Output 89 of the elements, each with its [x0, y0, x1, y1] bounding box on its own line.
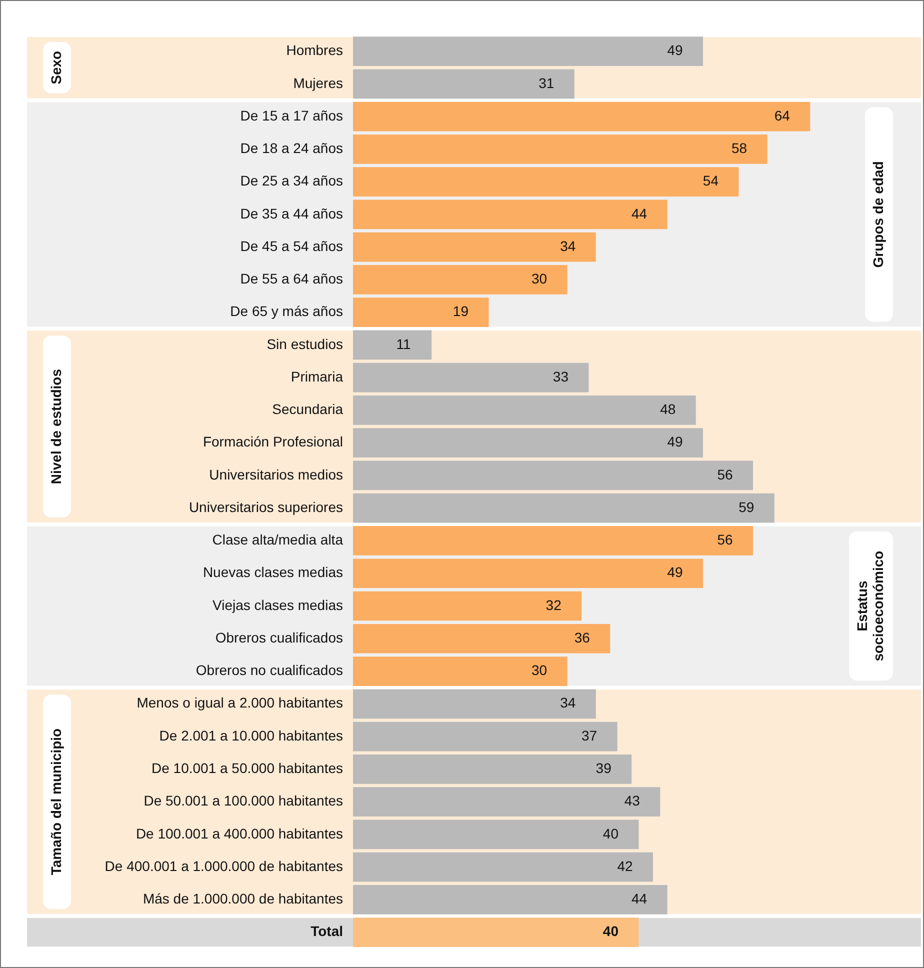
y-tick-label: Hombres — [286, 42, 343, 58]
data-label: 30 — [531, 270, 548, 287]
bar — [353, 918, 639, 947]
data-label: 58 — [731, 140, 748, 156]
y-tick-label: De 35 a 44 años — [240, 205, 343, 222]
bar — [353, 102, 810, 132]
data-label: 37 — [581, 727, 598, 744]
bar — [353, 232, 596, 262]
data-label: 44 — [631, 890, 648, 907]
data-label: 34 — [560, 238, 576, 254]
bar — [353, 167, 739, 197]
y-tick-label: De 55 a 64 años — [240, 270, 343, 287]
bar — [353, 884, 668, 914]
y-tick-label: Más de 1.000.000 de habitantes — [142, 890, 343, 907]
bar — [353, 526, 753, 556]
y-tick-label: De 15 a 17 años — [240, 107, 343, 124]
data-label: 40 — [602, 923, 619, 940]
band-label: Estatus socioeconómico — [854, 550, 886, 662]
bar — [353, 330, 432, 360]
data-label: 36 — [574, 629, 590, 646]
y-tick-label: Universitarios superiores — [188, 498, 343, 515]
band-label: Tamaño del municipio — [48, 728, 64, 876]
y-tick-label: Total — [310, 923, 343, 940]
y-tick-label: Clase alta/media alta — [212, 532, 344, 548]
y-tick-label: De 100.001 a 400.000 habitantes — [136, 825, 343, 842]
bar — [353, 722, 618, 752]
y-tick-label: Primaria — [290, 368, 344, 384]
data-label: 40 — [602, 825, 619, 842]
bar — [353, 396, 696, 425]
y-tick-label: Sin estudios — [266, 336, 343, 352]
data-label: 11 — [396, 336, 412, 352]
y-tick-label: De 65 y más años — [230, 303, 343, 320]
y-tick-label: De 50.001 a 100.000 habitantes — [144, 792, 343, 809]
band-label: Sexo — [48, 50, 64, 84]
bar — [353, 624, 610, 654]
bar — [353, 134, 768, 164]
data-label: 34 — [560, 694, 576, 711]
bar — [353, 298, 489, 328]
y-tick-label: De 18 a 24 años — [240, 140, 343, 156]
data-label: 39 — [596, 760, 612, 776]
bar — [353, 69, 574, 99]
data-label: 64 — [774, 107, 790, 124]
bar — [353, 428, 703, 458]
data-label: 44 — [631, 205, 648, 222]
bar — [353, 754, 632, 784]
data-label: 30 — [531, 662, 548, 678]
y-tick-label: Nuevas clases medias — [202, 564, 343, 580]
bar — [353, 820, 639, 850]
data-label: 43 — [624, 792, 640, 809]
bar — [353, 460, 753, 490]
data-label: 31 — [538, 74, 554, 91]
y-tick-label: De 25 a 34 años — [240, 172, 343, 189]
data-label: 56 — [717, 532, 733, 548]
band-label: Nivel de estudios — [48, 368, 64, 484]
data-label: 32 — [546, 596, 562, 613]
bar — [353, 493, 774, 523]
bar — [353, 689, 596, 719]
bar — [353, 200, 668, 230]
y-tick-label: De 400.001 a 1.000.000 de habitantes — [104, 858, 343, 874]
y-tick-label: De 10.001 a 50.000 habitantes — [152, 760, 343, 776]
y-tick-label: Obreros no cualificados — [196, 662, 343, 678]
bar — [353, 591, 582, 621]
y-tick-label: Viejas clases medias — [212, 596, 343, 613]
data-label: 48 — [660, 401, 676, 418]
data-label: 49 — [667, 564, 683, 580]
y-tick-label: Secundaria — [272, 401, 344, 418]
bar — [353, 558, 703, 588]
bar — [353, 265, 568, 294]
data-label: 56 — [717, 466, 733, 482]
data-label: 54 — [702, 172, 719, 189]
y-tick-label: Obreros cualificados — [215, 629, 343, 646]
data-label: 33 — [552, 368, 569, 384]
y-tick-label: De 2.001 a 10.000 habitantes — [159, 727, 343, 744]
y-tick-label: De 45 a 54 años — [240, 238, 343, 254]
y-tick-label: Menos o igual a 2.000 habitantes — [136, 694, 343, 711]
data-label: 42 — [617, 858, 633, 874]
y-tick-label: Universitarios medios — [209, 466, 343, 482]
y-tick-label: Formación Profesional — [202, 434, 343, 450]
data-label: 49 — [667, 42, 683, 58]
bar — [353, 852, 653, 882]
bar — [353, 787, 660, 816]
y-tick-label: Mujeres — [293, 74, 343, 91]
band-label: Grupos de edad — [870, 161, 886, 268]
data-label: 19 — [452, 303, 469, 320]
bar — [353, 362, 589, 392]
data-label: 59 — [738, 498, 754, 515]
bar — [353, 656, 568, 686]
data-label: 49 — [667, 434, 683, 450]
bar — [353, 36, 703, 66]
